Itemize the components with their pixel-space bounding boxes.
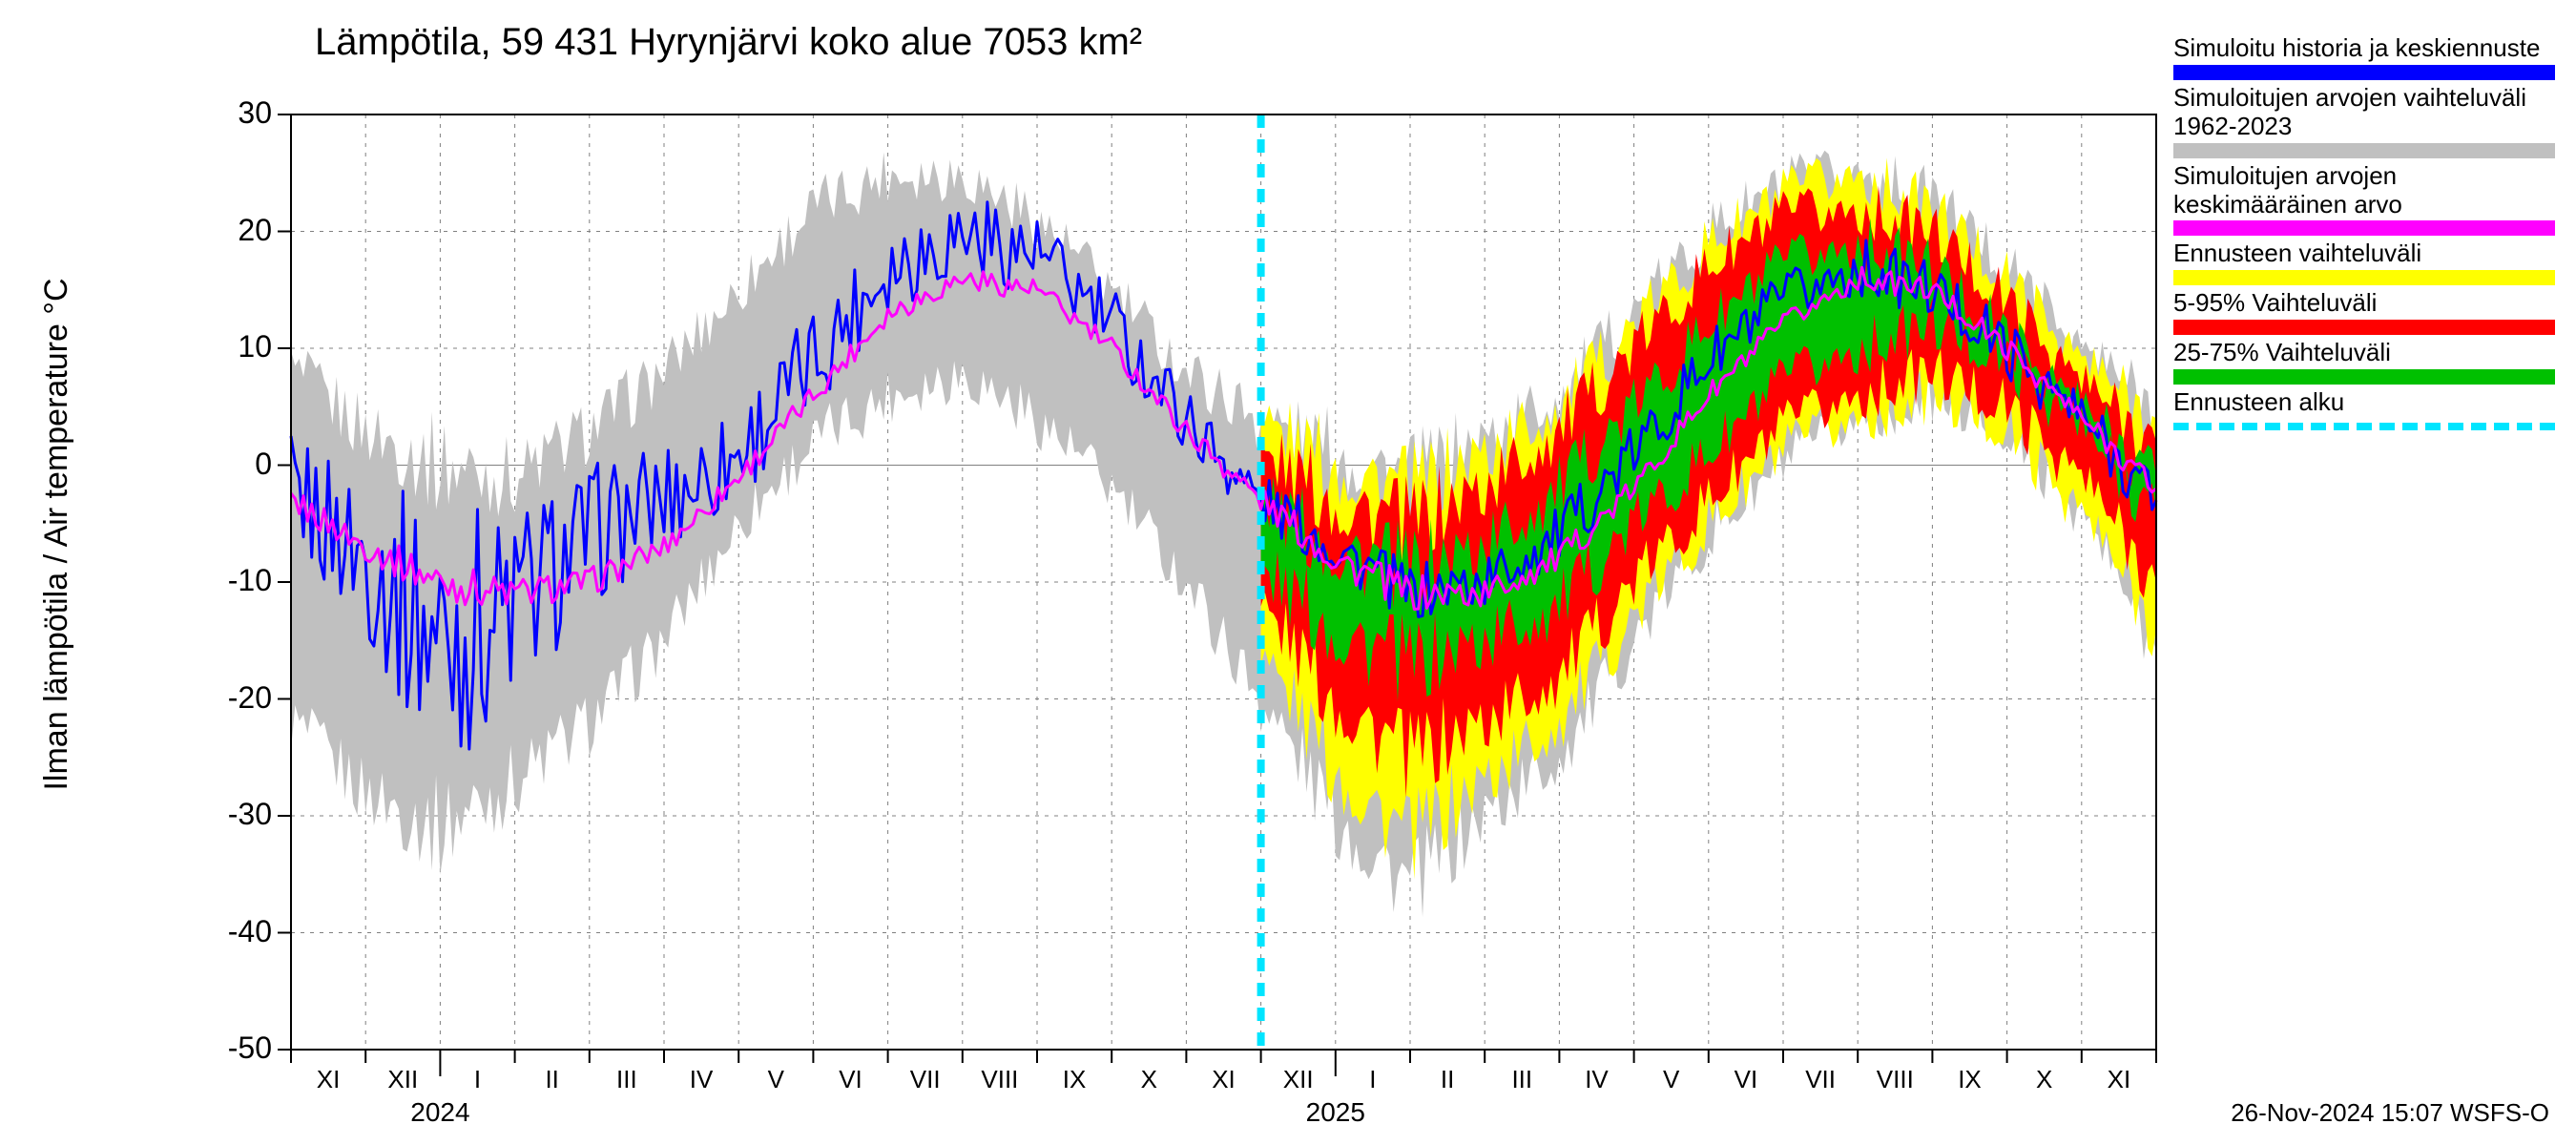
x-tick-month: VI [1735, 1065, 1758, 1094]
y-tick: -10 [167, 563, 272, 598]
x-tick-month: V [1663, 1065, 1679, 1094]
y-tick: -40 [167, 914, 272, 949]
x-year-label: 2025 [1306, 1097, 1365, 1128]
chart-container: Lämpötila, 59 431 Hyrynjärvi koko alue 7… [0, 0, 2576, 1145]
x-year-label: 2024 [410, 1097, 469, 1128]
x-tick-month: V [768, 1065, 784, 1094]
x-tick-month: IV [1585, 1065, 1609, 1094]
y-tick: 0 [167, 447, 272, 482]
legend-item: Ennusteen vaihteluväli [2173, 239, 2555, 285]
x-tick-month: VIII [981, 1065, 1018, 1094]
legend-item: 25-75% Vaihteluväli [2173, 339, 2555, 385]
legend-label: 5-95% Vaihteluväli [2173, 289, 2555, 318]
x-tick-month: VIII [1877, 1065, 1914, 1094]
legend-label: Simuloitujen arvojen vaihteluväli 1962-2… [2173, 84, 2555, 141]
legend: Simuloitu historia ja keskiennuste Simulo… [2173, 34, 2555, 436]
timestamp: 26-Nov-2024 15:07 WSFS-O [2231, 1098, 2549, 1128]
legend-swatch [2173, 423, 2555, 430]
legend-item: 5-95% Vaihteluväli [2173, 289, 2555, 335]
legend-label: Simuloitu historia ja keskiennuste [2173, 34, 2555, 63]
x-tick-month: XI [2108, 1065, 2131, 1094]
x-tick-month: VI [839, 1065, 862, 1094]
legend-label: 25-75% Vaihteluväli [2173, 339, 2555, 367]
x-tick-month: VII [1805, 1065, 1836, 1094]
x-tick-month: XII [1283, 1065, 1314, 1094]
x-tick-month: XI [317, 1065, 341, 1094]
x-tick-month: X [1141, 1065, 1157, 1094]
legend-swatch [2173, 270, 2555, 285]
y-tick: -30 [167, 797, 272, 832]
legend-item: Simuloitu historia ja keskiennuste [2173, 34, 2555, 80]
x-tick-month: III [1511, 1065, 1532, 1094]
legend-swatch [2173, 369, 2555, 385]
y-tick: 10 [167, 329, 272, 364]
legend-swatch [2173, 320, 2555, 335]
x-tick-month: X [2036, 1065, 2052, 1094]
x-tick-month: IV [690, 1065, 714, 1094]
chart-title: Lämpötila, 59 431 Hyrynjärvi koko alue 7… [315, 21, 1142, 64]
x-tick-month: IX [1958, 1065, 1982, 1094]
x-tick-month: III [616, 1065, 637, 1094]
legend-item: Simuloitujen arvojen vaihteluväli 1962-2… [2173, 84, 2555, 158]
x-tick-month: II [545, 1065, 558, 1094]
y-tick: 30 [167, 95, 272, 131]
legend-swatch [2173, 65, 2555, 80]
y-tick: -20 [167, 680, 272, 716]
x-tick-month: XII [387, 1065, 418, 1094]
y-tick: -50 [167, 1030, 272, 1066]
legend-swatch [2173, 143, 2555, 158]
legend-swatch [2173, 220, 2555, 236]
legend-label: Simuloitujen arvojen keskimääräinen arvo [2173, 162, 2555, 219]
x-tick-month: I [1369, 1065, 1376, 1094]
x-tick-month: I [474, 1065, 481, 1094]
x-tick-month: IX [1063, 1065, 1087, 1094]
legend-item: Ennusteen alku [2173, 388, 2555, 430]
x-tick-month: VII [910, 1065, 941, 1094]
legend-label: Ennusteen vaihteluväli [2173, 239, 2555, 268]
legend-item: Simuloitujen arvojen keskimääräinen arvo [2173, 162, 2555, 237]
x-tick-month: XI [1212, 1065, 1236, 1094]
y-axis-label: Ilman lämpötila / Air temperature °C [38, 57, 75, 1011]
x-tick-month: II [1441, 1065, 1454, 1094]
y-tick: 20 [167, 213, 272, 248]
legend-label: Ennusteen alku [2173, 388, 2555, 417]
